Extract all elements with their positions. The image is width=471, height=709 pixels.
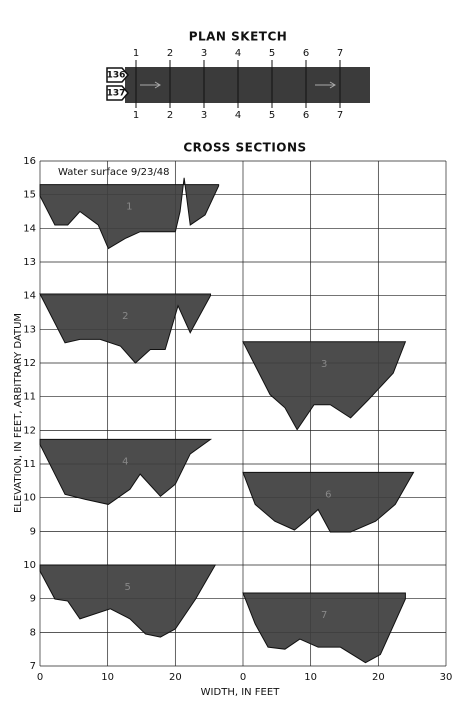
section-label: 5 (124, 582, 130, 593)
y-tick-label: 15 (23, 190, 36, 201)
section-label: 3 (321, 359, 327, 370)
section-number: 5 (269, 48, 275, 59)
station-label: 136 (107, 71, 126, 81)
x-tick-label: 20 (372, 672, 385, 683)
section-number: 2 (167, 110, 173, 121)
x-tick-label: 10 (101, 672, 114, 683)
y-tick-label: 9 (30, 594, 36, 605)
flow-arrow (140, 81, 336, 89)
y-tick-label: 11 (23, 392, 36, 403)
cross-section (39, 177, 220, 250)
section-number: 4 (235, 48, 241, 59)
section-label: 7 (321, 610, 327, 621)
y-tick-label: 10 (23, 560, 36, 571)
x-tick-label: 0 (240, 672, 246, 683)
y-tick-label: 13 (23, 257, 36, 268)
y-tick-label: 7 (30, 661, 36, 672)
x-axis-label: WIDTH, IN FEET (201, 687, 281, 698)
section-number: 7 (337, 48, 343, 59)
plan-sections: 1 1 2 2 3 3 4 4 5 5 6 6 7 7 (133, 48, 343, 121)
x-tick-label: 30 (440, 672, 453, 683)
station-tags (106, 67, 129, 101)
sections (39, 177, 415, 664)
y-tick-label: 10 (23, 493, 36, 504)
section-number: 3 (201, 48, 207, 59)
cross-section (242, 592, 406, 664)
y-tick-label: 13 (23, 324, 36, 335)
section-label: 1 (126, 202, 132, 213)
cross-section (39, 438, 213, 505)
x-tick-label: 10 (304, 672, 317, 683)
section-number: 6 (303, 48, 309, 59)
cross-section (39, 293, 212, 364)
y-axis-label: ELEVATION, IN FEET, ARBITRARY DATUM (13, 313, 24, 513)
section-label: 4 (122, 456, 128, 467)
y-tick-label: 12 (23, 358, 36, 369)
cross-section (242, 341, 407, 431)
cross-section (242, 471, 415, 533)
section-number: 3 (201, 110, 207, 121)
section-number: 4 (235, 110, 241, 121)
section-label: 6 (325, 489, 331, 500)
x-tick-label: 20 (169, 672, 182, 683)
section-number: 7 (337, 110, 343, 121)
x-tick-label: 0 (37, 672, 43, 683)
section-number: 5 (269, 110, 275, 121)
cross-section (39, 564, 217, 638)
y-tick-label: 12 (23, 425, 36, 436)
station-label: 137 (107, 89, 126, 99)
plan-title: PLAN SKETCH (189, 30, 288, 44)
y-tick-label: 8 (30, 627, 36, 638)
cross-sections-title: CROSS SECTIONS (183, 141, 306, 155)
section-number: 2 (167, 48, 173, 59)
section-number: 1 (133, 110, 139, 121)
y-tick-label: 14 (23, 291, 36, 302)
section-label: 2 (122, 311, 128, 322)
y-tick-label: 14 (23, 223, 36, 234)
y-tick-label: 11 (23, 459, 36, 470)
y-tick-label: 16 (23, 156, 36, 167)
annotation: Water surface 9/23/48 (58, 167, 169, 178)
section-number: 1 (133, 48, 139, 59)
y-tick-label: 9 (30, 526, 36, 537)
section-number: 6 (303, 110, 309, 121)
